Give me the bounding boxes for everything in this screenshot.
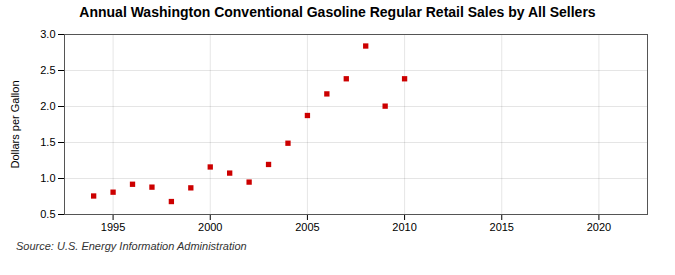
svg-text:2005: 2005 xyxy=(295,221,319,233)
svg-text:Dollars per Gallon: Dollars per Gallon xyxy=(9,80,21,168)
svg-text:3.0: 3.0 xyxy=(40,28,55,40)
svg-text:1995: 1995 xyxy=(101,221,125,233)
html-text:Source: U.S. Energy Informatio: Source: U.S. Energy Information Administ… xyxy=(16,240,247,252)
svg-text:2015: 2015 xyxy=(490,221,514,233)
html-text:Annual Washington Conventional: Annual Washington Conventional Gasoline … xyxy=(79,4,596,20)
svg-text:1.0: 1.0 xyxy=(40,172,55,184)
svg-text:1.5: 1.5 xyxy=(40,136,55,148)
svg-text:2.5: 2.5 xyxy=(40,64,55,76)
svg-text:2010: 2010 xyxy=(392,221,416,233)
svg-text:0.5: 0.5 xyxy=(40,208,55,220)
svg-text:2.0: 2.0 xyxy=(40,100,55,112)
svg-text:2020: 2020 xyxy=(587,221,611,233)
svg-text:2000: 2000 xyxy=(198,221,222,233)
